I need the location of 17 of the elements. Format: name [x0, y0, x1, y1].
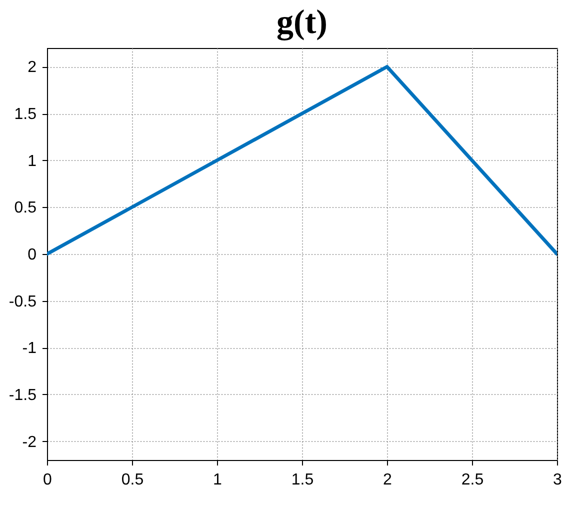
chart-title: g(t) [276, 4, 328, 41]
y-tick-label: -0.5 [8, 293, 37, 310]
y-tick-label: 0.5 [14, 200, 37, 217]
x-tick-label: 3 [553, 472, 562, 488]
y-tick-label: 0 [28, 246, 37, 264]
x-tick-label: 1.5 [291, 472, 314, 488]
y-tick-label: -1 [22, 340, 37, 358]
x-tick-label: 1 [213, 472, 222, 488]
x-tick-label: 2 [383, 472, 392, 488]
y-tick-label: -2 [22, 434, 37, 451]
y-tick-label: 1.5 [14, 106, 37, 124]
y-tick-label: 1 [28, 152, 37, 170]
x-tick-label: 0 [43, 472, 52, 488]
x-tick-label: 2.5 [461, 472, 484, 488]
x-tick-label: 0.5 [121, 472, 144, 488]
y-tick-label: 2 [28, 59, 37, 76]
y-tick-label: -1.5 [8, 386, 37, 404]
